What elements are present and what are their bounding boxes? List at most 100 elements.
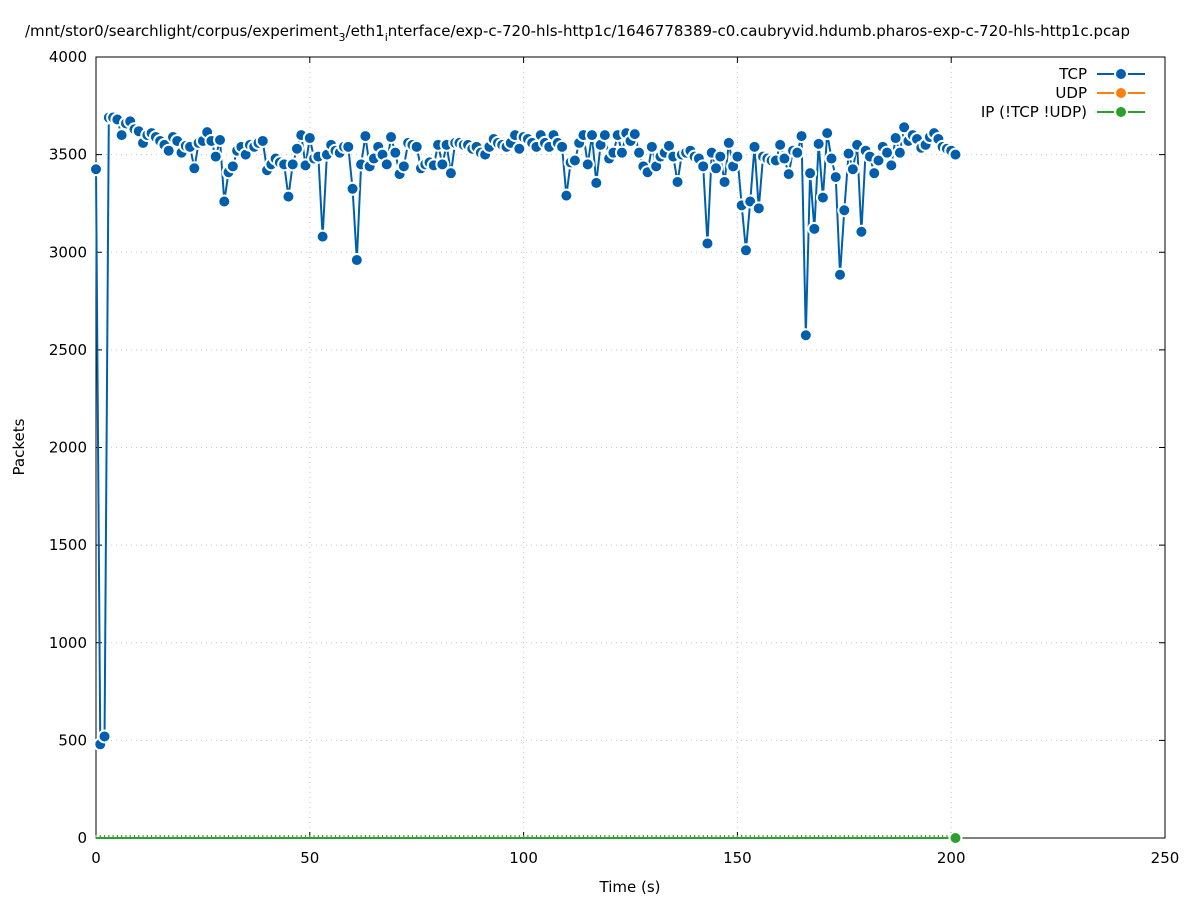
data-point <box>225 159 240 174</box>
data-point <box>696 159 711 174</box>
data-point <box>289 141 304 156</box>
data-point <box>833 267 848 282</box>
data-point <box>811 136 826 151</box>
data-point <box>580 157 595 172</box>
data-point <box>670 174 685 189</box>
series-layer <box>89 110 963 845</box>
data-point <box>948 147 963 162</box>
data-point <box>409 139 424 154</box>
y-tick-label: 1500 <box>49 536 87 554</box>
data-point <box>794 129 809 144</box>
data-point <box>892 145 907 160</box>
data-point <box>751 201 766 216</box>
ticks: 0 500 1000 1500 2000 2500 3000 3500 4000 0 50 100 15… <box>49 48 1180 867</box>
data-point <box>555 139 570 154</box>
title-subscript: 3 <box>339 31 346 44</box>
data-point <box>384 130 399 145</box>
title-subscript: i <box>385 31 388 44</box>
legend-label: TCP <box>1058 65 1087 83</box>
y-tick-label: 0 <box>77 829 87 847</box>
data-point <box>700 236 715 251</box>
y-tick-label: 3000 <box>49 243 87 261</box>
data-point <box>884 158 899 173</box>
data-point <box>567 153 582 168</box>
data-point <box>435 157 450 172</box>
data-point <box>285 157 300 172</box>
data-point <box>828 170 843 185</box>
data-point <box>841 146 856 161</box>
data-point <box>948 831 963 845</box>
data-point <box>255 133 270 148</box>
x-tick-label: 250 <box>1151 849 1180 867</box>
data-point <box>781 167 796 182</box>
data-point <box>217 194 232 209</box>
x-tick-label: 0 <box>91 849 101 867</box>
data-point <box>713 149 728 164</box>
data-point <box>871 153 886 168</box>
data-point <box>388 145 403 160</box>
y-tick-label: 500 <box>58 731 87 749</box>
data-point <box>820 126 835 141</box>
data-point <box>738 243 753 258</box>
title-part: nterface/exp-c-720-hls-http1c/1646778389… <box>388 22 1130 40</box>
x-tick-label: 200 <box>937 849 966 867</box>
data-point <box>597 128 612 143</box>
data-point <box>627 127 642 142</box>
data-point <box>798 328 813 343</box>
legend-label: IP (!TCP !UDP) <box>981 103 1087 121</box>
data-point <box>315 229 330 244</box>
x-tick-label: 100 <box>509 849 538 867</box>
data-point <box>777 151 792 166</box>
data-point <box>721 135 736 150</box>
x-tick-label: 50 <box>300 849 319 867</box>
data-point <box>443 166 458 181</box>
data-point <box>114 128 129 143</box>
data-point <box>730 149 745 164</box>
data-point <box>880 145 895 160</box>
data-point <box>379 157 394 172</box>
data-point <box>845 162 860 177</box>
y-tick-label: 4000 <box>49 48 87 66</box>
data-point <box>815 190 830 205</box>
title-part: /mnt/stor0/searchlight/corpus/experiment <box>25 22 339 40</box>
legend-marker <box>1114 67 1128 81</box>
y-tick-label: 2000 <box>49 439 87 457</box>
data-point <box>589 175 604 190</box>
x-axis-label: Time (s) <box>599 878 661 896</box>
data-point <box>89 162 103 177</box>
legend-marker <box>1114 86 1128 100</box>
data-point <box>585 128 600 143</box>
data-point <box>824 151 839 166</box>
x-tick-label: 150 <box>723 849 752 867</box>
title-part: /eth1 <box>346 22 385 40</box>
data-point <box>302 131 317 146</box>
data-point <box>867 166 882 181</box>
data-point <box>208 149 223 164</box>
data-point <box>790 145 805 160</box>
data-point <box>644 139 659 154</box>
data-point <box>888 131 903 146</box>
data-point <box>803 166 818 181</box>
data-point <box>281 189 296 204</box>
data-point <box>897 120 912 135</box>
data-point <box>341 139 356 154</box>
y-tick-label: 1000 <box>49 634 87 652</box>
data-point <box>807 221 822 236</box>
y-axis-label: Packets <box>10 418 28 475</box>
y-tick-label: 2500 <box>49 341 87 359</box>
data-point <box>345 181 360 196</box>
data-point <box>213 132 228 147</box>
data-point <box>614 145 629 160</box>
data-point <box>837 203 852 218</box>
grid <box>96 57 1165 838</box>
data-point <box>161 143 176 158</box>
data-point <box>559 188 574 203</box>
data-point <box>358 129 373 144</box>
data-point <box>632 145 647 160</box>
data-point <box>747 139 762 154</box>
data-point <box>773 137 788 152</box>
data-point <box>349 253 364 268</box>
data-point <box>396 159 411 174</box>
data-point <box>512 141 527 156</box>
